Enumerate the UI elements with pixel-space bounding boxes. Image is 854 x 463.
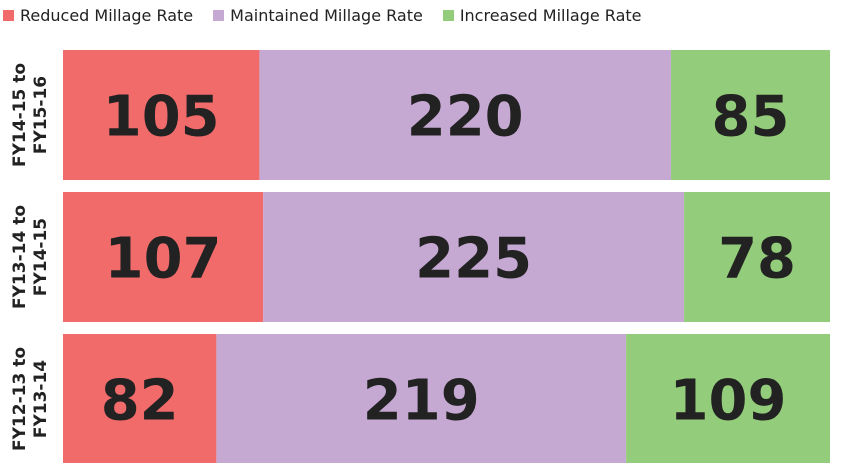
bar-segment xyxy=(684,192,830,322)
category-label: FY13-14 to FY14-15 xyxy=(10,204,51,310)
value-label: 78 xyxy=(718,227,796,292)
value-label: 225 xyxy=(415,227,532,292)
legend-label: Increased Millage Rate xyxy=(459,6,642,25)
bar-segment xyxy=(63,334,217,463)
legend-item: Increased Millage Rate xyxy=(442,6,642,25)
value-label: 85 xyxy=(712,85,790,150)
legend-label: Maintained Millage Rate xyxy=(230,6,423,25)
bar-segment xyxy=(626,334,830,463)
bar-segment xyxy=(670,50,830,180)
bar-segment xyxy=(263,192,685,322)
bar-segment xyxy=(63,192,264,322)
value-label: 107 xyxy=(105,227,222,292)
legend-swatch xyxy=(3,10,14,21)
legend-label: Reduced Millage Rate xyxy=(20,6,194,25)
legend-item: Reduced Millage Rate xyxy=(3,6,193,25)
legend-item: Maintained Millage Rate xyxy=(213,6,423,25)
legend-swatch xyxy=(442,10,454,21)
value-label: 109 xyxy=(670,369,787,434)
bar-segment xyxy=(216,334,627,463)
value-label: 82 xyxy=(101,369,179,434)
bar-segment xyxy=(259,50,671,180)
value-label: 105 xyxy=(103,85,220,150)
legend-swatch xyxy=(213,10,225,21)
value-label: 219 xyxy=(363,369,480,434)
category-label: FY14-15 to FY15-16 xyxy=(10,62,51,168)
legend: Reduced Millage Rate Maintained Millage R… xyxy=(3,6,641,25)
bar-segment xyxy=(63,50,260,180)
category-label: FY12-13 to FY13-14 xyxy=(10,346,51,452)
value-label: 220 xyxy=(407,85,524,150)
